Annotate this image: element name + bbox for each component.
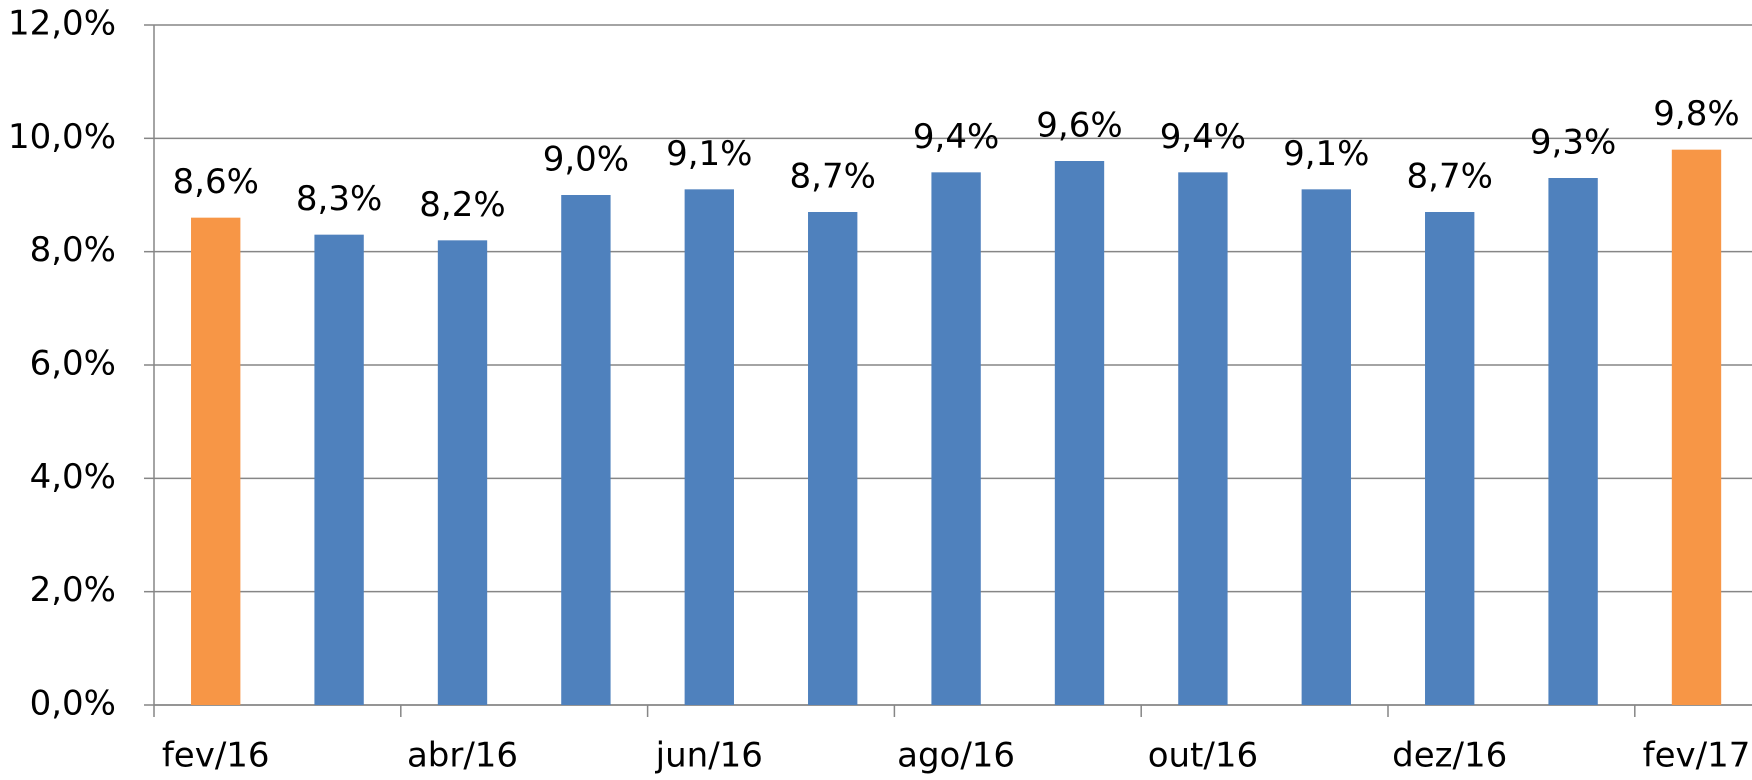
- value-label: 9,1%: [1283, 134, 1369, 174]
- value-label: 8,7%: [790, 157, 876, 197]
- y-tick-label: 0,0%: [30, 684, 116, 724]
- value-label: 9,4%: [913, 117, 999, 157]
- bar: [684, 189, 734, 706]
- bar: [1671, 149, 1722, 705]
- value-label: 9,1%: [666, 134, 752, 174]
- value-label: 9,3%: [1530, 123, 1616, 163]
- value-label: 9,4%: [1160, 117, 1246, 157]
- value-label: 8,6%: [173, 162, 259, 202]
- y-tick-label: 6,0%: [30, 344, 116, 384]
- x-tick-label: fev/16: [162, 736, 270, 776]
- x-tick-label: jun/16: [655, 736, 763, 776]
- bar: [1425, 212, 1475, 705]
- value-label: 9,8%: [1653, 94, 1739, 134]
- bar: [1301, 189, 1351, 706]
- bar: [931, 172, 981, 706]
- value-label: 8,2%: [419, 185, 505, 225]
- bar: [561, 195, 611, 705]
- bar: [1178, 172, 1228, 706]
- bar: [1548, 178, 1598, 705]
- bar: [191, 217, 241, 705]
- bar: [314, 234, 364, 705]
- x-tick-label: out/16: [1148, 736, 1258, 776]
- x-tick-label: dez/16: [1392, 736, 1507, 776]
- value-label: 8,7%: [1407, 157, 1493, 197]
- value-label: 8,3%: [296, 179, 382, 219]
- y-tick-label: 2,0%: [30, 570, 116, 610]
- bar: [437, 240, 488, 706]
- value-label: 9,6%: [1036, 106, 1122, 146]
- x-tick-label: abr/16: [407, 736, 518, 776]
- x-tick-label: ago/16: [897, 736, 1015, 776]
- y-tick-label: 4,0%: [30, 457, 116, 497]
- x-tick-label: fev/17: [1643, 736, 1751, 776]
- y-tick-label: 8,0%: [30, 230, 116, 270]
- value-label: 9,0%: [543, 140, 629, 180]
- bar: [1054, 161, 1105, 705]
- y-tick-label: 12,0%: [8, 4, 116, 44]
- bar: [808, 212, 858, 705]
- y-tick-label: 10,0%: [8, 117, 116, 157]
